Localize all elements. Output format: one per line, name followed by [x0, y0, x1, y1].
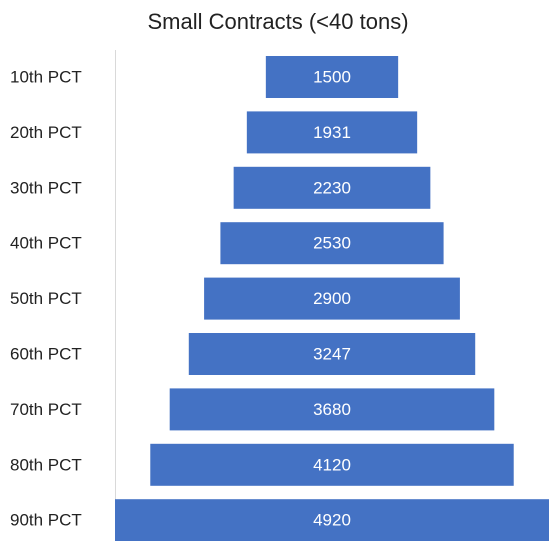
data-label: 2530 [313, 234, 351, 253]
bar [115, 499, 549, 541]
bar [169, 388, 495, 431]
bar [233, 166, 431, 209]
category-label: 30th PCT [10, 178, 82, 197]
data-label: 3247 [313, 344, 351, 363]
category-label: 90th PCT [10, 511, 82, 530]
bar [265, 56, 399, 98]
category-label: 10th PCT [10, 67, 82, 86]
data-label: 2230 [313, 178, 351, 197]
chart-title: Small Contracts (<40 tons) [147, 9, 408, 34]
data-label: 3680 [313, 400, 351, 419]
category-label: 80th PCT [10, 455, 82, 474]
category-label: 70th PCT [10, 400, 82, 419]
category-label: 20th PCT [10, 123, 82, 142]
data-label: 2900 [313, 289, 351, 308]
bar [220, 222, 444, 265]
bar [204, 277, 460, 320]
bar [150, 443, 514, 486]
data-label: 4920 [313, 511, 351, 530]
bar [188, 333, 476, 375]
data-label: 1500 [313, 67, 351, 86]
bar [246, 111, 418, 154]
category-label: 40th PCT [10, 234, 82, 253]
category-label: 60th PCT [10, 344, 82, 363]
category-label: 50th PCT [10, 289, 82, 308]
data-label: 4120 [313, 455, 351, 474]
data-label: 1931 [313, 123, 351, 142]
